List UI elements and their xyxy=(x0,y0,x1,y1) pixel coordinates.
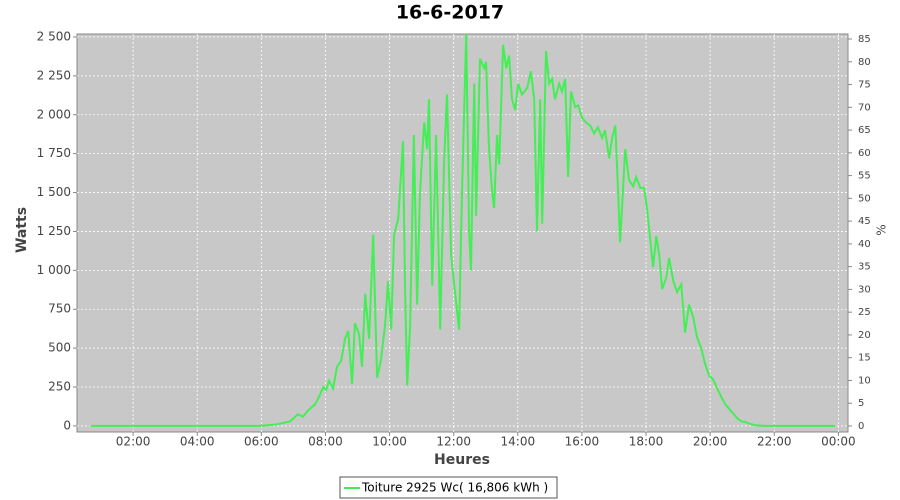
y2-tick-label: 25 xyxy=(858,307,871,318)
y2-tick-label: 80 xyxy=(858,57,871,68)
y-tick-label: 1 750 xyxy=(37,146,71,160)
y2-tick-label: 60 xyxy=(858,148,871,159)
x-axis-label: Heures xyxy=(434,452,490,468)
y-tick-label: 2 500 xyxy=(37,29,71,43)
x-tick-label: 20:00 xyxy=(693,435,728,449)
x-tick-label: 06:00 xyxy=(244,435,279,449)
y2-tick-label: 75 xyxy=(858,80,871,91)
x-tick-label: 10:00 xyxy=(372,435,407,449)
y-tick-label: 1 250 xyxy=(37,224,71,238)
y2-tick-label: 35 xyxy=(858,262,871,273)
y-tick-label: 500 xyxy=(48,341,71,355)
x-tick-label: 12:00 xyxy=(436,435,471,449)
y2-tick-label: 15 xyxy=(858,353,871,364)
plot-area xyxy=(76,33,849,433)
x-tick-label: 00:00 xyxy=(821,435,856,449)
series-line xyxy=(90,34,836,427)
x-tick-label: 14:00 xyxy=(501,435,536,449)
y-tick-label: 250 xyxy=(48,380,71,394)
y2-tick-label: 70 xyxy=(858,102,871,113)
y2-tick-label: 45 xyxy=(858,216,871,227)
y-tick-label: 0 xyxy=(63,418,71,432)
y-tick-label: 750 xyxy=(48,302,71,316)
y2-tick-label: 5 xyxy=(858,398,864,409)
legend-label: Toiture 2925 Wc( 16,806 kWh ) xyxy=(361,481,548,495)
legend xyxy=(339,476,558,499)
x-tick-label: 18:00 xyxy=(629,435,664,449)
x-tick-label: 02:00 xyxy=(116,435,151,449)
y2-tick-label: 20 xyxy=(858,330,871,341)
x-tick-label: 08:00 xyxy=(308,435,343,449)
x-tick-label: 04:00 xyxy=(180,435,215,449)
y2-tick-label: 85 xyxy=(858,34,871,45)
y2-tick-label: 30 xyxy=(858,284,871,295)
chart-title: 16-6-2017 xyxy=(396,2,504,24)
y-tick-label: 2 250 xyxy=(37,68,71,82)
x-tick-label: 22:00 xyxy=(757,435,792,449)
y-tick-label: 1 000 xyxy=(37,263,71,277)
y2-tick-label: 40 xyxy=(858,239,871,250)
y2-tick-label: 55 xyxy=(858,171,871,182)
x-tick-label: 16:00 xyxy=(565,435,600,449)
y2-tick-label: 50 xyxy=(858,193,871,204)
y2-tick-label: 10 xyxy=(858,375,871,386)
y-axis-label: Watts xyxy=(14,207,30,253)
y-tick-label: 2 000 xyxy=(37,107,71,121)
y-tick-label: 1 500 xyxy=(37,185,71,199)
y2-axis-label: % xyxy=(875,224,889,235)
y2-tick-label: 0 xyxy=(858,421,864,432)
y2-tick-label: 65 xyxy=(858,125,871,136)
